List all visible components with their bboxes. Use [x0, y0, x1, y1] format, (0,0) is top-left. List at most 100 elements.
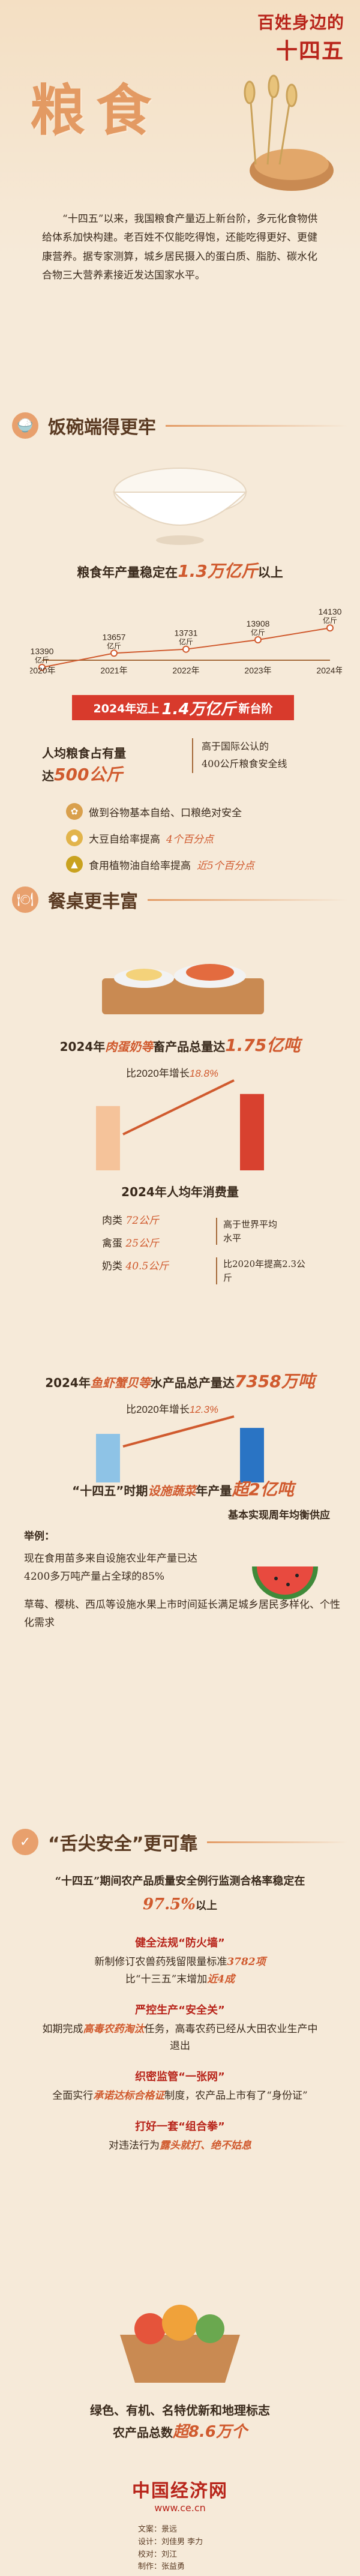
- list-item: ✿ 做到谷物基本自给、口粮绝对安全: [66, 798, 318, 825]
- text-em: 高毒农药淘汰: [83, 2023, 145, 2035]
- badge-line2: 十四五: [275, 39, 344, 64]
- section4-title: “舌尖安全”更可靠: [48, 1834, 198, 1855]
- bullet-em: 4个百分点: [166, 833, 214, 846]
- meal-table-illustration: [102, 964, 264, 1014]
- text-em: 肉蛋奶等: [105, 1040, 154, 1054]
- safety-item: 打好一套“组合拳” 对违法行为露头就打、绝不姑息: [42, 2118, 318, 2155]
- safety-item-body: 全面实行承诺达标合格证制度，农产品上市有了“身份证”: [42, 2087, 318, 2105]
- safety-item-heading: 健全法规“防火墙”: [135, 1936, 225, 1949]
- bullet-text: 做到谷物基本自给、口粮绝对安全: [89, 807, 242, 819]
- credits: 文案：景远 设计：刘佳男 李力 校对：刘江 制作：张益勇: [138, 2524, 203, 2574]
- aquatic-bar-chart: 比2020年增长12.3%: [96, 1404, 264, 1482]
- item-value: 72公斤: [125, 1215, 160, 1227]
- safety-item: 健全法规“防火墙” 新制修订农兽药残留限量标准3782项比“十三五”末增加近4成: [42, 1934, 318, 1988]
- safety-item-heading: 严控生产“安全关”: [135, 2003, 225, 2017]
- credit-line: 文案：景远: [138, 2525, 178, 2534]
- item-value: 25公斤: [125, 1238, 160, 1250]
- milestone-banner: 2024年迈上 1.4万亿斤 新台阶: [72, 695, 294, 720]
- per-capita-left: 人均粮食占有量 达500公斤: [42, 744, 126, 787]
- section1-title: 饭碗端得更牢: [48, 417, 156, 438]
- livestock-headline: 2024年肉蛋奶等畜产品总量达1.75亿吨: [24, 1032, 336, 1056]
- headline-post: 以上: [257, 565, 283, 580]
- livestock-chart: 2024年肉蛋奶等畜产品总量达1.75亿吨 比2020年增长18.8%: [24, 1032, 336, 1176]
- safety-block: “十四五”期间农产品质量安全例行监测合格率稳定在 97.5%以上 健全法规“防火墙…: [42, 1873, 318, 2168]
- logo-text: 中国经济网: [132, 2481, 228, 2502]
- livestock-bar-chart: 比2020年增长18.8%: [96, 1068, 264, 1170]
- example-label: 举例：: [24, 1530, 55, 1542]
- publisher-logo: 中国经济网 www.ce.cn: [0, 2476, 360, 2514]
- timeline-value: 13908: [247, 619, 270, 628]
- growth-label: 比2020年增长18.8%: [126, 1068, 218, 1079]
- text: 比“十三五”末增加: [125, 1973, 208, 1985]
- produce-basket-illustration: [120, 2305, 240, 2383]
- banner-em: 1.4万亿斤: [161, 700, 236, 718]
- final-line2-pre: 农产品总数: [112, 2425, 173, 2440]
- timeline-unit: 亿斤: [179, 637, 193, 646]
- bullet-text: 食用植物油自给率提高: [89, 859, 191, 872]
- percap-right2: 400公斤粮食安全线: [202, 757, 287, 769]
- bar: [96, 1106, 120, 1170]
- self-sufficiency-list: ✿ 做到谷物基本自给、口粮绝对安全 ● 大豆自给率提高 4个百分点 ▲ 食用植物油…: [66, 798, 318, 877]
- bullet-text: 大豆自给率提高: [89, 833, 160, 846]
- text: 任务，高毒农药已经从大田农业生产中退出: [144, 2023, 318, 2053]
- safety-item-heading: 打好一套“组合拳”: [135, 2120, 225, 2134]
- per-capita-block: 人均粮食占有量 达500公斤 高于国际公认的 400公斤粮食安全线: [42, 738, 330, 786]
- safety-item: 严控生产“安全关” 如期完成高毒农药淘汰任务，高毒农药已经从大田农业生产中退出: [42, 2002, 318, 2056]
- shield-icon: ✓: [12, 1829, 38, 1855]
- text-em: 承诺达标合格证: [93, 2090, 165, 2102]
- timeline-point: [254, 636, 262, 643]
- note-2020: 比2020年提高2.3公斤: [216, 1257, 306, 1284]
- timeline-point: [182, 645, 190, 653]
- section2-heading: 🍽 餐桌更丰富: [12, 882, 348, 917]
- text: 全面实行: [52, 2090, 94, 2102]
- item-value: 40.5公斤: [125, 1260, 169, 1272]
- facility-veg-block: “十四五”时期设施蔬菜年产量超2亿吨 基本实现周年均衡供应 举例： 现在食用苗多…: [24, 1476, 342, 1633]
- banner-post: 新台阶: [238, 702, 273, 715]
- timeline-value: 13731: [175, 628, 198, 638]
- text: 如期完成: [42, 2023, 83, 2035]
- divider: [148, 898, 348, 901]
- timeline-value: 13657: [103, 632, 126, 642]
- oil-icon: ▲: [66, 856, 83, 873]
- safety-item-body: 如期完成高毒农药淘汰任务，高毒农药已经从大田农业生产中退出: [42, 2021, 318, 2056]
- text: 新制修订农兽药残留限量标准: [94, 1955, 227, 1968]
- safety-item-heading: 织密监管“一张网”: [135, 2071, 225, 2084]
- section2-title: 餐桌更丰富: [48, 891, 138, 912]
- item-name: 奶类: [102, 1260, 122, 1272]
- lead-post: 以上: [196, 1899, 218, 1912]
- text-em: 近4成: [207, 1973, 235, 1985]
- rice-bowl-illustration: [112, 468, 248, 545]
- growth-arrow: [122, 1415, 235, 1448]
- growth-label: 比2020年增长12.3%: [126, 1404, 218, 1415]
- final-stat: 绿色、有机、名特优新和地理标志 农产品总数超8.6万个: [0, 2401, 360, 2445]
- bar: [240, 1428, 264, 1482]
- consumption-block: 2024年人均年消费量 肉类 72公斤 禽蛋 25公斤 奶类 40.5公斤 高于…: [24, 1182, 336, 1326]
- example-1: 现在食用苗多来自设施农业年产量已达4200多万吨产量占全球的85%: [24, 1552, 197, 1583]
- timeline-year: 2020年: [30, 666, 56, 675]
- banner-pre: 2024年迈上: [93, 702, 160, 715]
- safety-item-body: 对违法行为露头就打、绝不姑息: [42, 2137, 318, 2155]
- bar: [240, 1094, 264, 1170]
- text: 制度，农产品上市有了“身份证”: [164, 2090, 308, 2102]
- text-em: 设施蔬菜: [148, 1484, 196, 1498]
- value-em: 超2亿吨: [232, 1479, 294, 1499]
- section1-heading: 🍚 饭碗端得更牢: [12, 408, 348, 443]
- dish-icon: 🍽: [12, 886, 38, 913]
- list-item: 奶类 40.5公斤: [102, 1257, 169, 1272]
- page-title: 粮食: [30, 78, 163, 143]
- text: 2024年: [45, 1376, 91, 1390]
- timeline-unit: 亿斤: [251, 628, 265, 637]
- consumption-list: 肉类 72公斤 禽蛋 25公斤 奶类 40.5公斤 高于世界平均水平 比2020…: [24, 1206, 336, 1302]
- percap-value: 500公斤: [54, 765, 123, 784]
- value-em: 1.75亿吨: [225, 1035, 301, 1055]
- intro-paragraph: “十四五”以来，我国粮食产量迈上新台阶，多元化食物供给体系加快构建。老百姓不仅能…: [42, 213, 318, 282]
- list-item: ● 大豆自给率提高 4个百分点: [66, 825, 318, 851]
- timeline-point: [110, 649, 118, 657]
- text-em: 3782项: [227, 1955, 266, 1968]
- item-name: 禽蛋: [102, 1238, 122, 1250]
- aquatic-chart: 2024年鱼虾蟹贝等水产品总产量达7358万吨 比2020年增长12.3%: [24, 1368, 336, 1488]
- timeline-unit: 亿斤: [35, 655, 49, 664]
- timeline-point: [38, 664, 46, 671]
- safety-lead: “十四五”期间农产品质量安全例行监测合格率稳定在 97.5%以上: [42, 1873, 318, 1918]
